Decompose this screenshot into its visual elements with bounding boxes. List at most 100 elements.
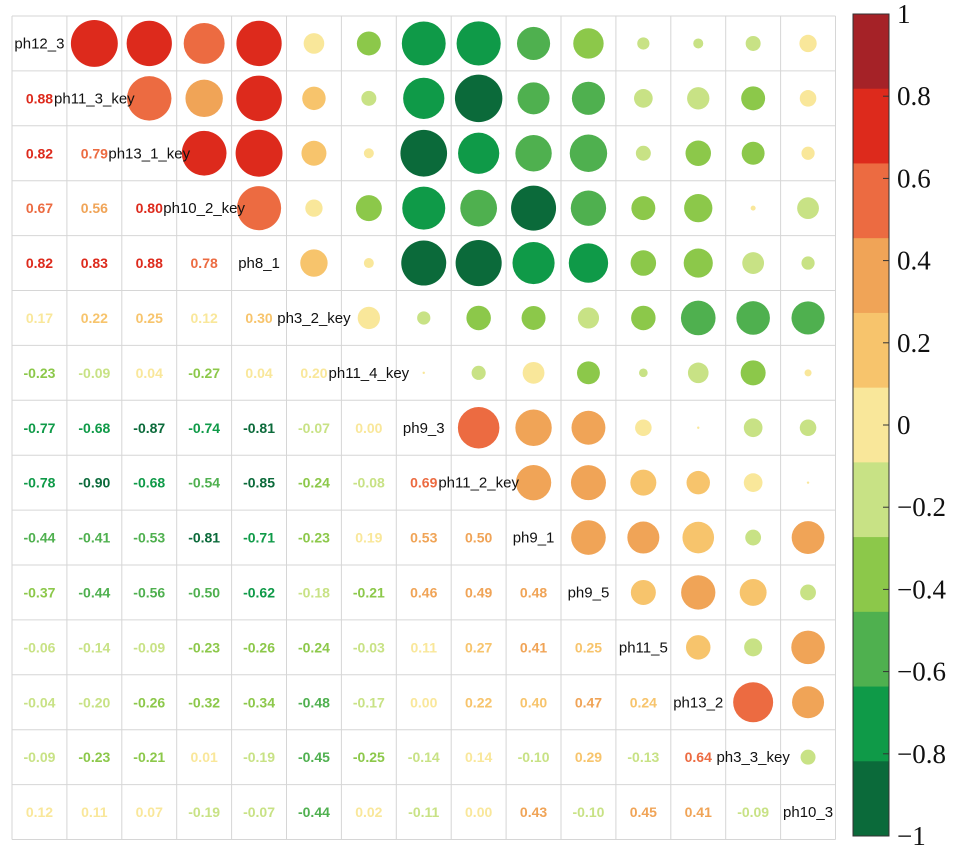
correlation-value: -0.37 — [23, 584, 55, 600]
correlation-circle — [792, 686, 825, 719]
variable-label: ph11_5 — [619, 639, 668, 656]
variable-label: ph9_1 — [513, 530, 555, 547]
correlation-circle — [511, 185, 557, 231]
correlation-circle — [687, 362, 709, 384]
correlation-value: 0.12 — [191, 310, 218, 326]
correlation-circle — [512, 241, 555, 285]
correlation-circle — [401, 240, 447, 286]
correlation-value: 0.12 — [26, 804, 53, 820]
correlation-circle — [417, 311, 431, 325]
correlation-circle — [736, 301, 770, 335]
correlation-value: 0.43 — [520, 804, 547, 820]
correlation-circle — [70, 19, 118, 67]
correlation-value: 0.47 — [575, 694, 602, 710]
correlation-circle — [631, 196, 656, 221]
correlation-circle — [693, 38, 704, 49]
correlation-circle — [515, 135, 552, 172]
correlation-circle — [682, 521, 715, 554]
correlation-circle — [791, 301, 825, 335]
correlation-circle — [568, 243, 609, 283]
colorbar-tick-label: 1 — [897, 0, 911, 29]
correlation-circle — [400, 129, 448, 177]
correlation-circle — [684, 194, 713, 223]
correlation-value: -0.62 — [243, 584, 275, 600]
correlation-circle — [422, 371, 425, 375]
correlation-circle — [127, 76, 172, 121]
correlation-value: 0.80 — [136, 200, 163, 216]
correlation-circle — [800, 584, 816, 601]
correlation-value: 0.11 — [411, 639, 438, 655]
correlation-value: -0.44 — [298, 804, 330, 820]
correlation-value: -0.68 — [78, 420, 110, 436]
correlation-circle — [235, 129, 283, 177]
correlation-value: -0.87 — [133, 420, 165, 436]
correlation-value: -0.14 — [408, 749, 440, 765]
colorbar-segment — [853, 14, 889, 90]
correlation-circle — [797, 197, 819, 220]
correlation-circle — [363, 148, 374, 159]
correlation-value: -0.25 — [353, 749, 385, 765]
correlation-circle — [357, 306, 381, 330]
correlation-circle — [743, 473, 763, 493]
correlation-circle — [743, 418, 763, 438]
correlation-circle — [471, 365, 486, 380]
correlation-circle — [236, 186, 282, 231]
correlation-circle — [571, 81, 606, 115]
correlation-circle — [791, 630, 825, 665]
cells: 0.88 0.82 0.79 0.67 0.56 0.80 0.82 0.83 0.88 0.78… — [14, 19, 833, 821]
colorbar-segment — [853, 537, 889, 613]
correlation-circle — [466, 305, 491, 331]
correlation-value: -0.24 — [298, 475, 330, 491]
correlation-circle — [454, 74, 503, 123]
correlation-value: -0.78 — [23, 475, 55, 491]
correlation-value: -0.03 — [353, 639, 385, 655]
correlation-value: 0.88 — [26, 90, 53, 106]
correlation-value: 0.56 — [81, 200, 108, 216]
correlation-circle — [801, 146, 815, 160]
correlation-value: 0.67 — [26, 200, 53, 216]
correlation-value: 0.24 — [630, 694, 657, 710]
correlation-circle — [799, 34, 817, 53]
correlation-value: 0.69 — [410, 475, 437, 491]
correlation-circle — [516, 26, 551, 61]
correlation-value: -0.23 — [23, 365, 55, 381]
colorbar-segment — [853, 462, 889, 538]
correlation-value: -0.48 — [298, 694, 330, 710]
colorbar-segment — [853, 312, 889, 389]
correlation-value: -0.08 — [353, 475, 385, 491]
correlation-value: 0.00 — [355, 420, 382, 436]
correlation-value: -0.81 — [188, 530, 220, 546]
correlation-circle — [570, 465, 606, 501]
correlation-circle — [741, 141, 765, 165]
correlation-value: 0.40 — [520, 694, 547, 710]
variable-label: ph9_5 — [568, 584, 610, 601]
correlation-circle — [799, 419, 817, 437]
correlation-value: 0.78 — [191, 255, 218, 271]
correlation-circle — [801, 256, 815, 270]
correlation-value: -0.44 — [23, 530, 55, 546]
correlation-value: -0.54 — [188, 475, 220, 491]
correlation-circle — [515, 464, 552, 501]
correlation-value: -0.74 — [188, 420, 220, 436]
correlation-value: -0.20 — [78, 694, 110, 710]
correlation-circle — [631, 305, 656, 331]
correlation-circle — [301, 140, 327, 166]
correlation-circle — [686, 470, 710, 495]
correlation-circle — [402, 186, 446, 230]
correlation-circle — [744, 638, 763, 657]
correlation-value: 0.49 — [465, 584, 492, 600]
correlation-circle — [681, 575, 716, 610]
correlation-circle — [633, 88, 653, 108]
correlation-value: -0.32 — [188, 694, 220, 710]
correlation-value: 0.25 — [136, 310, 163, 326]
correlation-value: 0.17 — [26, 310, 53, 326]
correlation-value: 0.22 — [465, 694, 492, 710]
colorbar-segment — [853, 163, 889, 239]
colorbar-segment — [853, 761, 889, 837]
correlation-value: -0.50 — [188, 584, 220, 600]
correlation-value: 0.41 — [685, 804, 712, 820]
correlation-value: 0.53 — [410, 530, 437, 546]
correlation-circle — [573, 28, 604, 59]
correlation-circle — [300, 249, 328, 277]
correlation-circle — [635, 419, 652, 437]
